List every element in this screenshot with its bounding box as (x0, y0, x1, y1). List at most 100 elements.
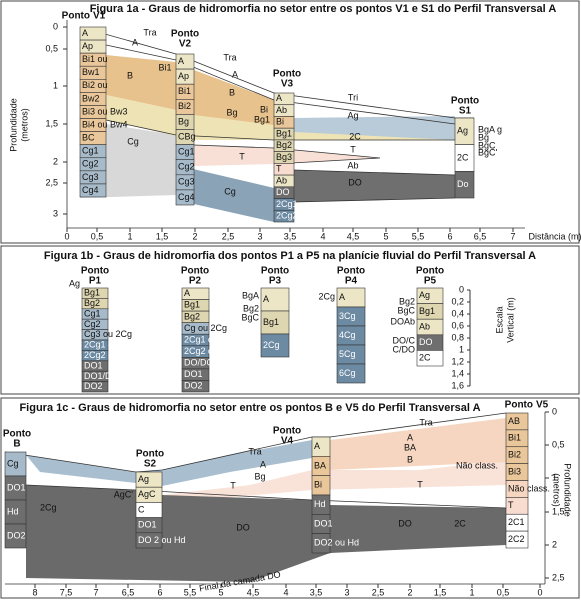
point-label: Ponto (81, 266, 109, 277)
horizon-label: Ag (419, 290, 430, 300)
y-tick-label: 0,5 (45, 43, 58, 53)
horizon-label: A (263, 294, 269, 304)
horizon-label: 2C (419, 353, 431, 363)
area-label: BA (404, 442, 416, 452)
horizon-label: A (184, 288, 190, 298)
area-label: T (350, 144, 356, 154)
area-label: A (407, 432, 413, 442)
x-tick-label: 3 (344, 587, 349, 597)
point-label: Ponto (337, 266, 365, 277)
horizon (4, 523, 27, 549)
x-tick-label: 5 (218, 587, 223, 597)
area-label: DO (236, 522, 250, 532)
horizon-label: Não class. (508, 483, 550, 493)
horizon-label: T (276, 164, 282, 174)
area-label: 2Cg (318, 291, 335, 301)
horizon-label: T (508, 500, 514, 510)
horizon-label: Bg1 (84, 288, 100, 298)
y-tick-label: 0,5 (552, 439, 565, 449)
scale-tick-label: 1,4 (451, 368, 464, 378)
y-tick-label: 2 (53, 156, 58, 166)
area-label: DOAb (390, 316, 415, 326)
horizon-label: Bi1 (178, 86, 191, 96)
x-tick-label: 4 (283, 587, 288, 597)
horizon-label: Bg1 (276, 128, 292, 138)
x-tick-label: 6 (157, 587, 162, 597)
area-label: BgC (241, 312, 259, 322)
horizon-label: 2Cg1 (276, 199, 298, 209)
horizon-label: DO2 ou Hd (314, 538, 359, 548)
horizon (135, 532, 163, 549)
x-tick-label: 1 (469, 587, 474, 597)
horizon-label: Ag (138, 474, 149, 484)
horizon-label: 2Cg1 ou 3Cg1 (184, 334, 242, 344)
area-label: A (132, 37, 138, 47)
horizon-label: 2Cg (263, 340, 280, 350)
horizon-label: DO1 (138, 520, 157, 530)
scale-tick-label: 0,6 (451, 320, 464, 330)
x-tick-label: 1,5 (156, 231, 169, 241)
horizon-label: AgC (138, 489, 156, 499)
area-label: AgC' (114, 489, 134, 499)
horizon-label: 2C2 (508, 534, 525, 544)
point-label: Ponto (171, 29, 199, 40)
y-tick-label: 1 (53, 80, 58, 90)
horizon-label: Bi2 (508, 450, 521, 460)
area-label: C/DO (393, 344, 416, 354)
horizon-label: CBg (178, 131, 196, 141)
x-tick-label: 5,5 (412, 231, 425, 241)
horizon-label: Cg2 (82, 159, 99, 169)
scale-tick-label: 1,6 (451, 380, 464, 390)
point-id: V2 (179, 39, 192, 50)
area-label: Bg (478, 132, 489, 142)
area-label: DO (348, 177, 362, 187)
y-tick-label: 0 (53, 21, 58, 31)
scale-tick-label: 1 (459, 344, 464, 354)
scale-tick-label: 0,4 (451, 308, 464, 318)
horizon-label: Ag (457, 126, 468, 136)
horizon-label: Cg3 (82, 172, 99, 182)
area-label: Tra (419, 417, 432, 427)
horizon-label: 2Cg2 (276, 211, 298, 221)
x-tick-label: 6,5 (122, 587, 135, 597)
area-label: BgA g (478, 124, 502, 134)
horizon-label: A (82, 28, 88, 38)
y-axis-label: (metros) (552, 473, 562, 507)
horizon-label: DO1/DO2 (84, 371, 124, 381)
horizon-label: Bg2 (84, 298, 100, 308)
horizon-label: DO2 (7, 530, 26, 540)
horizon-label: DO1 (314, 518, 333, 528)
area-label: Bg (226, 107, 237, 117)
area-label: Tri (348, 92, 358, 102)
x-tick-label: 2 (407, 587, 412, 597)
x-tick-label: 4,5 (247, 587, 260, 597)
area-label: B (407, 454, 413, 464)
x-tick-label: 7 (510, 231, 515, 241)
horizon-label: 3Cg (339, 311, 356, 321)
x-tick-label: 3 (257, 231, 262, 241)
horizon-label: A (314, 441, 320, 451)
point-label: Ponto (505, 400, 533, 411)
x-tick-label: 4,5 (347, 231, 360, 241)
horizon-label: Ab (276, 105, 287, 115)
horizon-label: DO1 (184, 369, 203, 379)
horizon-label: Bw2 (82, 93, 100, 103)
horizon-label: Bi2 (178, 101, 191, 111)
x-tick-label: 2,5 (372, 587, 385, 597)
point-label: Ponto (416, 266, 444, 277)
horizon-label: 2Cg1 ou 3Cg1 (84, 340, 142, 350)
horizon-label: 2C (457, 152, 469, 162)
horizon-label: Bi (276, 117, 284, 127)
area-label: BgC (478, 140, 496, 150)
horizon (81, 381, 109, 393)
area-label: Bi1 (158, 62, 171, 72)
horizon-label: 2C1 (508, 517, 525, 527)
area-label: 2Cg (40, 502, 57, 512)
y-tick-label: 1,5 (45, 118, 58, 128)
horizon-label: Ap (82, 41, 93, 51)
area-label: Não class. (456, 460, 498, 470)
horizon-label: Cg2 (178, 162, 195, 172)
horizon-label: DO1 (7, 482, 26, 492)
